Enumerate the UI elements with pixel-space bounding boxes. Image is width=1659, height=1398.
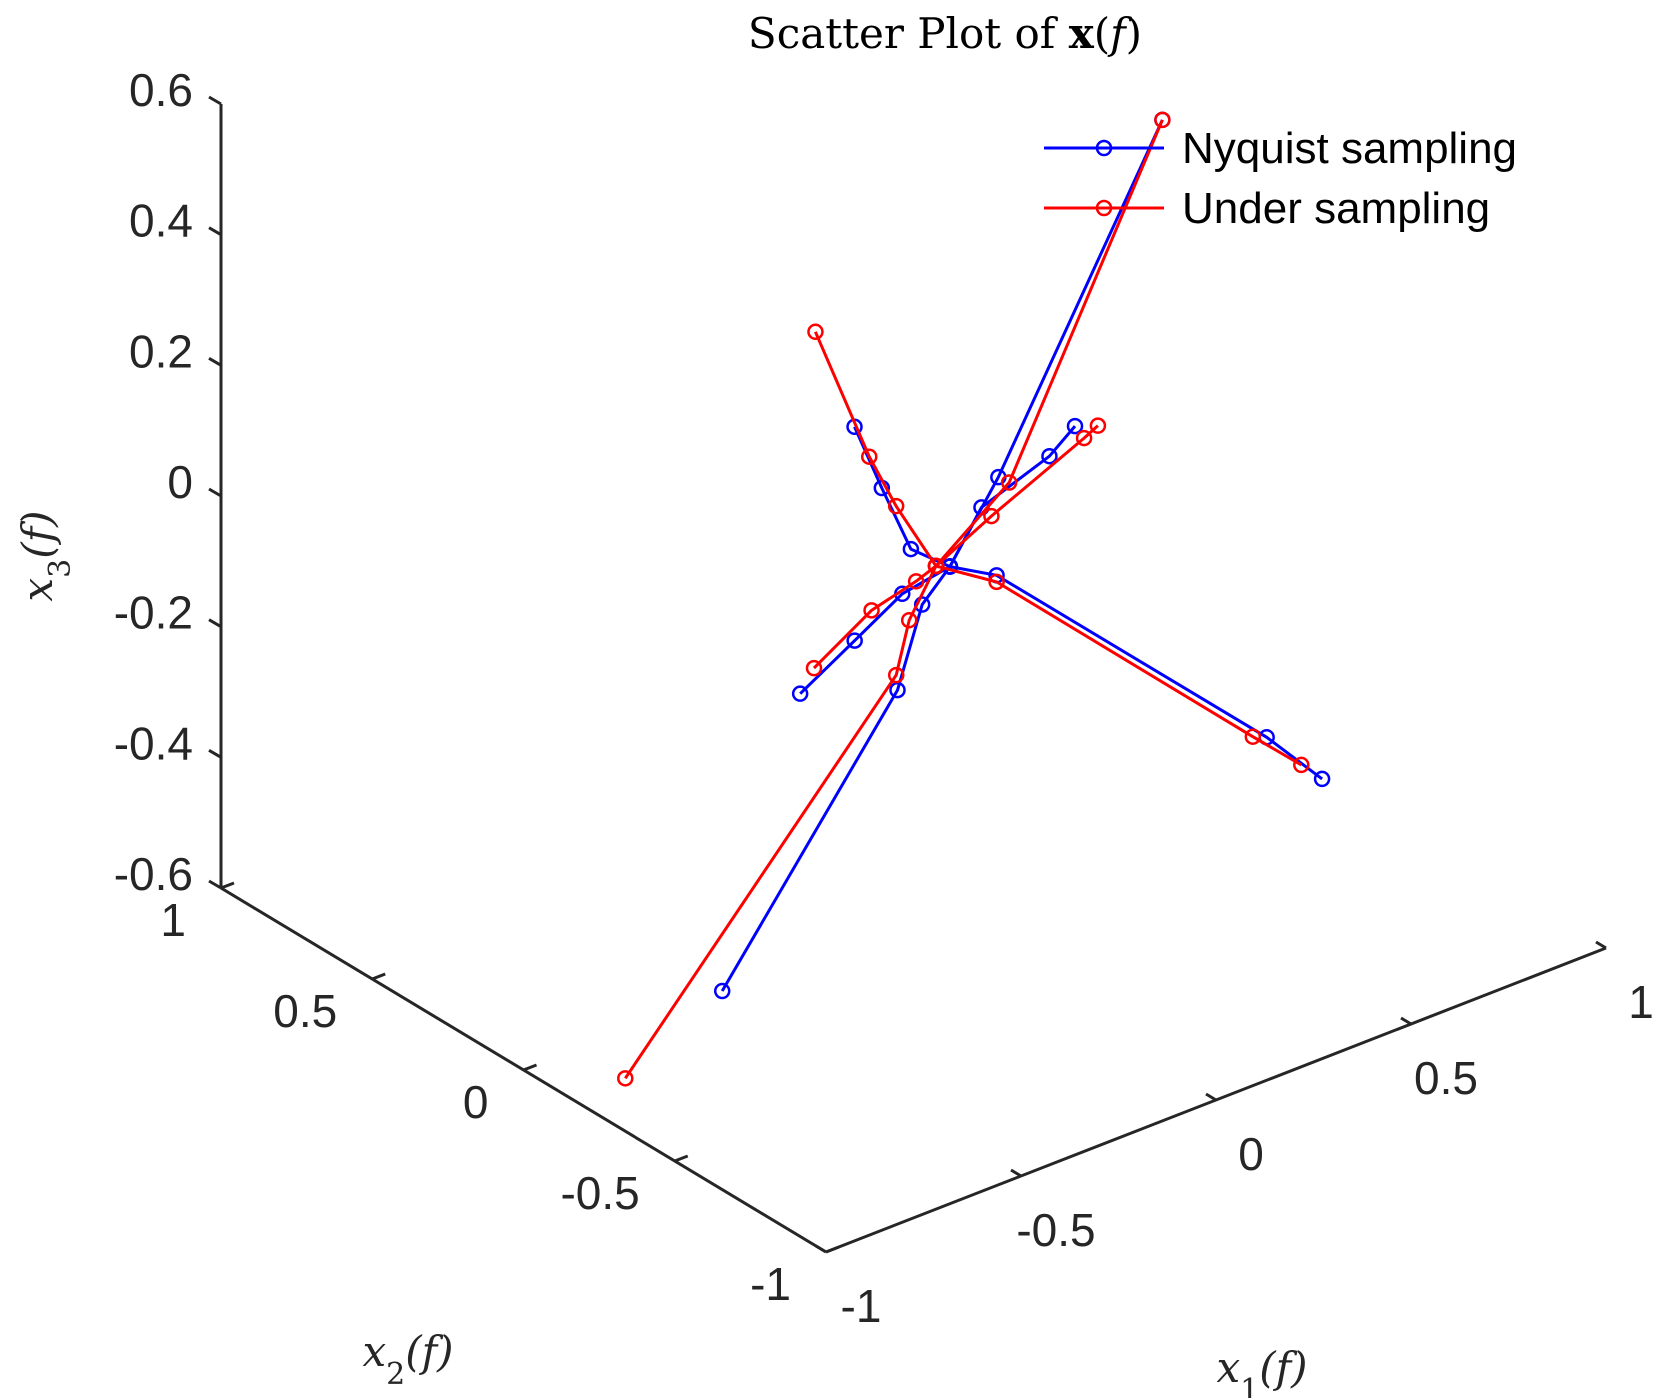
legend-label: Nyquist sampling xyxy=(1182,124,1517,173)
z-tick xyxy=(208,618,222,628)
y-tick-label: -1 xyxy=(750,1258,791,1310)
y-tick-label: 1 xyxy=(160,894,186,946)
z-tick-label: -0.4 xyxy=(114,717,193,769)
data-point xyxy=(1293,756,1310,774)
legend-item: Under sampling xyxy=(1044,184,1490,233)
data-point xyxy=(846,632,863,649)
axis-label-subscript: 1 xyxy=(1240,1373,1259,1398)
data-point xyxy=(983,507,1000,525)
data-point xyxy=(617,1070,634,1087)
y-tick-label: 0.5 xyxy=(273,985,337,1037)
legend: Nyquist sampling Under sampling xyxy=(1044,124,1517,233)
chart-title: Scatter Plot of x(f) xyxy=(748,9,1142,58)
series-line xyxy=(934,424,1099,568)
title-function: ( xyxy=(1094,9,1110,58)
z-tick-label: 0.4 xyxy=(129,195,193,247)
z-tick-label: -0.6 xyxy=(114,848,193,900)
x-tick-label: 0 xyxy=(1238,1128,1264,1180)
legend-item: Nyquist sampling xyxy=(1044,124,1517,173)
data-point xyxy=(900,611,918,629)
x-tick-label: -1 xyxy=(841,1280,882,1332)
data-point xyxy=(1244,728,1262,745)
series-nyquist-sampling xyxy=(713,111,1331,1000)
legend-marker xyxy=(1095,139,1113,157)
z-tick xyxy=(208,749,222,759)
series-line xyxy=(948,119,1164,568)
data-point xyxy=(1089,417,1107,434)
legend-marker xyxy=(1095,199,1113,217)
z-tick-label: -0.2 xyxy=(114,587,193,639)
series-under-sampling xyxy=(617,111,1310,1087)
axes-box xyxy=(219,104,1607,1254)
y-axis-label: x2(f) xyxy=(362,1327,453,1392)
data-point xyxy=(805,659,823,677)
y-tick xyxy=(220,881,235,890)
y-tick xyxy=(825,1245,840,1254)
data-point xyxy=(861,448,878,465)
data-point xyxy=(791,685,809,702)
data-point xyxy=(988,573,1005,591)
y-tick xyxy=(674,1154,689,1163)
z-tick xyxy=(208,226,222,236)
y-tick xyxy=(371,972,386,981)
y-tick xyxy=(522,1063,538,1072)
x-tick xyxy=(1595,940,1607,950)
series-line xyxy=(720,565,952,992)
data-point xyxy=(1066,417,1084,435)
data-point xyxy=(713,982,731,1000)
data-point xyxy=(807,323,824,341)
data-point xyxy=(913,596,931,613)
data-point xyxy=(927,557,945,575)
data-point xyxy=(907,573,925,590)
x-tick xyxy=(1010,1168,1022,1178)
title-close: ) xyxy=(1126,9,1142,58)
series-line xyxy=(799,565,951,695)
data-point xyxy=(902,540,920,558)
data-point xyxy=(1313,770,1331,788)
y-tick-label: -0.5 xyxy=(560,1167,639,1219)
series-line xyxy=(853,426,951,568)
axis-ticks: -0.6 -0.4 -0.2 0 0.2 0.4 0.6 -1 -0.5 0 0.5 1 -1 -0.5 0… xyxy=(114,64,1654,1332)
axis-label-subscript: 3 xyxy=(43,559,78,578)
y-tick-label: 0 xyxy=(463,1076,489,1128)
z-tick-label: 0.2 xyxy=(129,325,193,377)
x-tick xyxy=(815,1244,827,1254)
series-line xyxy=(949,565,1324,781)
data-point xyxy=(887,497,905,515)
x-tick-label: -0.5 xyxy=(1016,1204,1095,1256)
plot-area xyxy=(617,111,1331,1087)
z-tick-label: 0 xyxy=(167,456,193,508)
series-line xyxy=(935,564,1303,767)
series-line xyxy=(812,564,937,670)
data-point xyxy=(1154,111,1171,129)
legend-label: Under sampling xyxy=(1182,184,1490,233)
x-tick-label: 1 xyxy=(1628,976,1654,1028)
series-line xyxy=(934,119,1164,567)
x-tick-label: 0.5 xyxy=(1414,1052,1478,1104)
data-point xyxy=(1075,429,1093,447)
data-point xyxy=(887,666,905,684)
data-point xyxy=(1041,447,1058,465)
data-point xyxy=(1000,474,1018,491)
data-point xyxy=(863,602,880,619)
series-line xyxy=(624,565,938,1080)
z-axis-label: x3(f) xyxy=(13,510,78,601)
x-tick xyxy=(1205,1092,1217,1102)
z-tick xyxy=(208,95,222,106)
x-axis-label: x1(f) xyxy=(1216,1343,1307,1398)
series-line xyxy=(814,331,938,567)
z-tick xyxy=(208,879,222,890)
title-bold-x: x xyxy=(1069,9,1095,58)
z-tick xyxy=(208,357,222,367)
x-tick xyxy=(1400,1016,1412,1026)
z-tick xyxy=(208,487,222,498)
axis-label-subscript: 2 xyxy=(386,1357,405,1392)
z-tick-label: 0.6 xyxy=(129,64,193,116)
